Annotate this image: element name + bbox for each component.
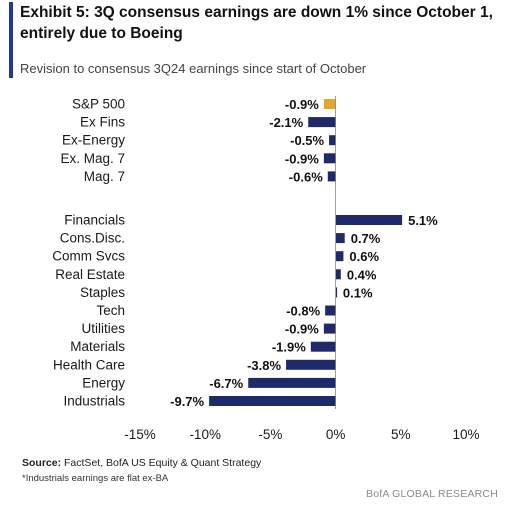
bar: [335, 287, 338, 298]
chart-title: Exhibit 5: 3Q consensus earnings are dow…: [20, 4, 493, 42]
x-tick-label: 5%: [391, 427, 411, 442]
category-label: Real Estate: [55, 267, 125, 282]
bar: [335, 215, 403, 225]
bar: [248, 377, 336, 388]
category-label: Comm Svcs: [52, 249, 125, 264]
source-text: FactSet, BofA US Equity & Quant Strategy: [64, 457, 262, 469]
chart-subtitle: Revision to consensus 3Q24 earnings sinc…: [20, 61, 367, 76]
data-label: -0.9%: [285, 97, 319, 112]
data-label: -3.8%: [247, 358, 281, 373]
bar: [335, 269, 341, 280]
title-accent-bar: [9, 2, 13, 78]
footnote: *Industrials earnings are flat ex-BA: [22, 473, 169, 484]
category-label: Ex-Energy: [62, 133, 125, 148]
brand-logo-text: BofA GLOBAL RESEARCH: [366, 488, 498, 500]
data-label: -0.8%: [286, 304, 320, 319]
category-label: Health Care: [53, 357, 125, 372]
x-tick-label: 0%: [326, 427, 346, 442]
category-label: S&P 500: [72, 97, 125, 112]
source-note: Source: FactSet, BofA US Equity & Quant …: [22, 457, 261, 469]
bar: [308, 117, 336, 128]
data-label: 5.1%: [408, 213, 438, 228]
data-label: -1.9%: [272, 340, 306, 355]
category-label: Ex Fins: [80, 115, 125, 130]
category-label: Financials: [64, 213, 125, 228]
data-label: -0.5%: [290, 133, 324, 148]
bar: [310, 341, 336, 352]
data-label: 0.4%: [347, 267, 377, 282]
bar: [209, 396, 336, 406]
bar: [329, 135, 336, 146]
bar: [327, 171, 336, 182]
category-label: Industrials: [63, 394, 125, 409]
data-label: -6.7%: [209, 376, 243, 391]
category-label: Tech: [96, 303, 125, 318]
category-label: Utilities: [81, 321, 125, 336]
bar: [323, 99, 336, 109]
data-label: -0.9%: [285, 151, 319, 166]
source-label: Source:: [22, 457, 62, 469]
category-label: Materials: [70, 339, 125, 354]
category-label: Ex. Mag. 7: [60, 151, 125, 166]
bar: [323, 323, 336, 334]
category-label: Energy: [82, 375, 125, 390]
data-label: 0.1%: [343, 285, 373, 300]
category-label: Cons.Disc.: [60, 231, 125, 246]
bar-chart: S&P 500 -0.9% Ex Fins -2.1% Ex-Energy -0.5% Ex…: [52, 96, 480, 442]
bar: [335, 251, 344, 262]
bar: [335, 233, 345, 244]
category-label: Mag. 7: [84, 169, 125, 184]
bar: [323, 153, 336, 164]
data-label: -0.6%: [289, 169, 323, 184]
data-label: -9.7%: [170, 394, 204, 409]
data-label: 0.7%: [351, 231, 381, 246]
x-tick-label: 10%: [452, 427, 479, 442]
x-tick-label: -10%: [189, 427, 221, 442]
bar: [286, 359, 336, 370]
x-tick-label: -5%: [258, 427, 282, 442]
data-label: -2.1%: [269, 115, 303, 130]
x-tick-label: -15%: [124, 427, 156, 442]
data-label: -0.9%: [285, 322, 319, 337]
category-label: Staples: [80, 285, 125, 300]
data-label: 0.6%: [349, 249, 379, 264]
bar: [325, 305, 336, 316]
